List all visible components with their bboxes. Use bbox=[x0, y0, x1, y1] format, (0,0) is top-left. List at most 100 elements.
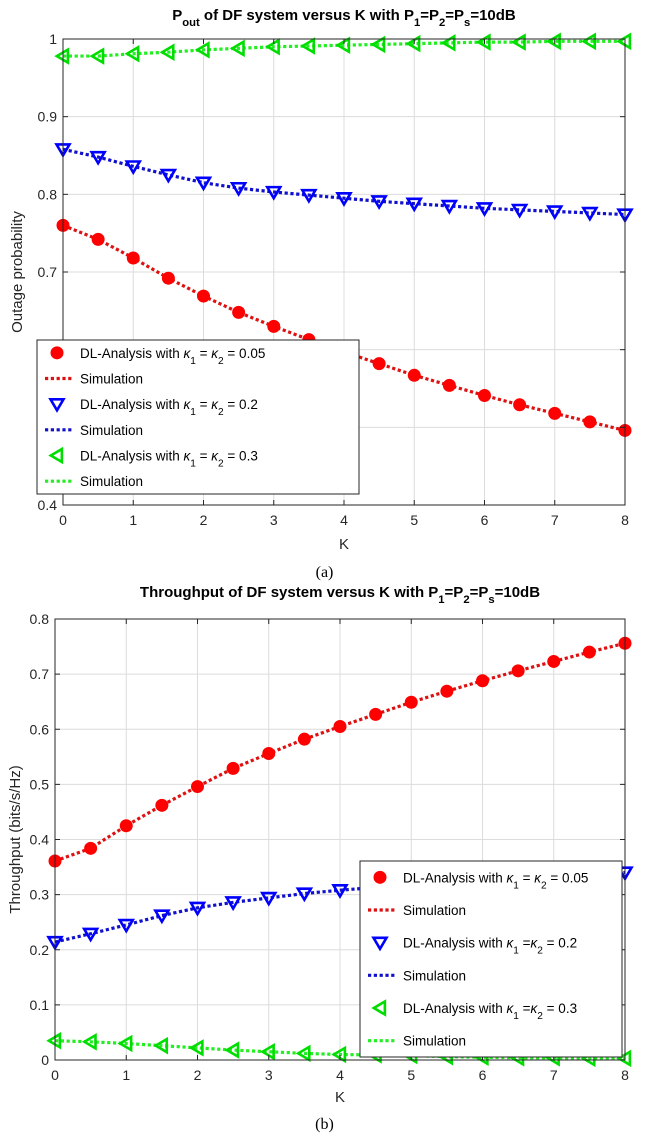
data-point bbox=[331, 884, 349, 899]
x-axis-label: K bbox=[339, 536, 349, 553]
legend-label-simulation: Simulation bbox=[80, 423, 143, 438]
x-tick-label: 1 bbox=[129, 512, 137, 528]
chart-title-part: =10dB bbox=[470, 7, 516, 24]
data-point bbox=[265, 37, 280, 56]
data-point bbox=[478, 388, 491, 402]
data-point bbox=[581, 206, 599, 222]
legend-label-part: = 0.3 bbox=[543, 1001, 577, 1016]
legend-label-simulation: Simulation bbox=[403, 968, 466, 983]
legend-label-simulation: Simulation bbox=[403, 903, 466, 918]
data-point bbox=[124, 160, 143, 176]
data-point bbox=[197, 289, 210, 303]
data-point bbox=[548, 406, 562, 420]
data-point bbox=[372, 357, 386, 371]
x-tick-label: 4 bbox=[336, 1067, 344, 1083]
legend-label-part: κ bbox=[211, 397, 219, 412]
chart-title: Pout of DF system versus K with P1=P2=Ps… bbox=[172, 7, 516, 29]
legend-label-part: 1 bbox=[190, 458, 196, 469]
x-tick-label: 7 bbox=[551, 512, 559, 528]
legend-label-part: = bbox=[519, 1001, 531, 1016]
data-point bbox=[232, 305, 246, 319]
legend-label-part: κ bbox=[534, 870, 542, 885]
y-tick-label: 1 bbox=[49, 31, 57, 47]
legend-label-part: κ bbox=[507, 1001, 515, 1016]
chart-title-part: =P bbox=[470, 584, 489, 601]
chart-title-part: s bbox=[464, 17, 470, 29]
data-point bbox=[194, 41, 210, 59]
chart-title-part: =P bbox=[445, 7, 464, 24]
data-point bbox=[581, 32, 597, 51]
legend-label-part: = 0.3 bbox=[224, 449, 258, 464]
data-point bbox=[194, 176, 213, 192]
data-point bbox=[335, 192, 353, 207]
legend-marker bbox=[371, 936, 389, 952]
x-tick-label: 2 bbox=[194, 1067, 202, 1083]
legend-label-part: κ bbox=[531, 936, 539, 951]
y-tick-label: 0.6 bbox=[30, 721, 50, 737]
data-point bbox=[188, 901, 207, 917]
legend-label-part: DL-Analysis with bbox=[80, 346, 184, 361]
legend-label-part: = 0.05 bbox=[224, 346, 266, 361]
legend-label-part: κ bbox=[211, 449, 219, 464]
chart-title-part: 1 bbox=[438, 594, 444, 606]
chart-title-part: 2 bbox=[463, 594, 469, 606]
data-point bbox=[91, 232, 105, 246]
legend-label-part: 1 bbox=[190, 407, 196, 418]
figure-caption: (a) bbox=[316, 564, 334, 581]
data-point bbox=[54, 47, 70, 65]
data-point bbox=[405, 197, 424, 213]
x-tick-label: 8 bbox=[621, 1067, 629, 1083]
chart-title-part: =P bbox=[445, 584, 464, 601]
figure-caption: (b) bbox=[315, 1116, 334, 1133]
legend-label-part: = bbox=[196, 346, 211, 361]
data-point bbox=[126, 251, 140, 265]
y-axis-label: Throughput (bits/s/Hz) bbox=[7, 765, 24, 913]
legend-label-part: = 0.2 bbox=[543, 936, 577, 951]
legend-label-part: 2 bbox=[541, 880, 547, 891]
legend-label-part: 2 bbox=[218, 458, 224, 469]
x-tick-label: 5 bbox=[410, 512, 418, 528]
legend-label: DL-Analysis with κ1 = κ2 = 0.05 bbox=[403, 870, 588, 891]
data-point bbox=[259, 891, 278, 907]
data-point bbox=[119, 819, 133, 833]
legend-label-part: 2 bbox=[537, 1011, 543, 1022]
data-point bbox=[546, 32, 561, 51]
data-point bbox=[191, 780, 204, 794]
data-point bbox=[331, 1045, 347, 1064]
legend-label-part: κ bbox=[507, 936, 515, 951]
legend-label-part: κ bbox=[507, 870, 515, 885]
data-point bbox=[616, 1049, 632, 1068]
legend-label-part: κ bbox=[184, 449, 192, 464]
data-point bbox=[369, 707, 383, 721]
data-point bbox=[81, 927, 100, 943]
chart-title: Throughput of DF system versus K with P1… bbox=[140, 584, 540, 606]
data-point bbox=[295, 887, 314, 903]
data-point bbox=[262, 747, 276, 761]
data-point bbox=[229, 181, 248, 197]
legend-label-part: = bbox=[196, 397, 211, 412]
data-point bbox=[405, 34, 421, 53]
data-point bbox=[226, 761, 240, 775]
legend-label-part: 2 bbox=[218, 407, 224, 418]
legend-label-part: DL-Analysis with bbox=[80, 449, 184, 464]
legend-box bbox=[36, 339, 360, 495]
legend-label-part: DL-Analysis with bbox=[403, 936, 507, 951]
data-point bbox=[188, 1039, 204, 1057]
chart-title-part: =10dB bbox=[495, 584, 541, 601]
data-point bbox=[161, 271, 175, 285]
data-point bbox=[224, 1041, 240, 1059]
legend-label: DL-Analysis with κ1 = κ2 = 0.3 bbox=[80, 449, 258, 470]
data-point bbox=[547, 654, 561, 668]
y-tick-label: 0 bbox=[41, 1052, 49, 1068]
legend-label-part: 2 bbox=[537, 945, 543, 956]
legend-label-part: κ bbox=[531, 1001, 539, 1016]
data-point bbox=[89, 150, 107, 166]
x-tick-label: 0 bbox=[51, 1067, 59, 1083]
data-point bbox=[545, 205, 564, 221]
data-point bbox=[229, 39, 245, 58]
data-point bbox=[511, 664, 525, 678]
y-tick-label: 0.7 bbox=[30, 666, 50, 682]
data-point bbox=[117, 918, 136, 934]
x-tick-label: 2 bbox=[200, 512, 208, 528]
series-markers-1 bbox=[54, 143, 634, 224]
